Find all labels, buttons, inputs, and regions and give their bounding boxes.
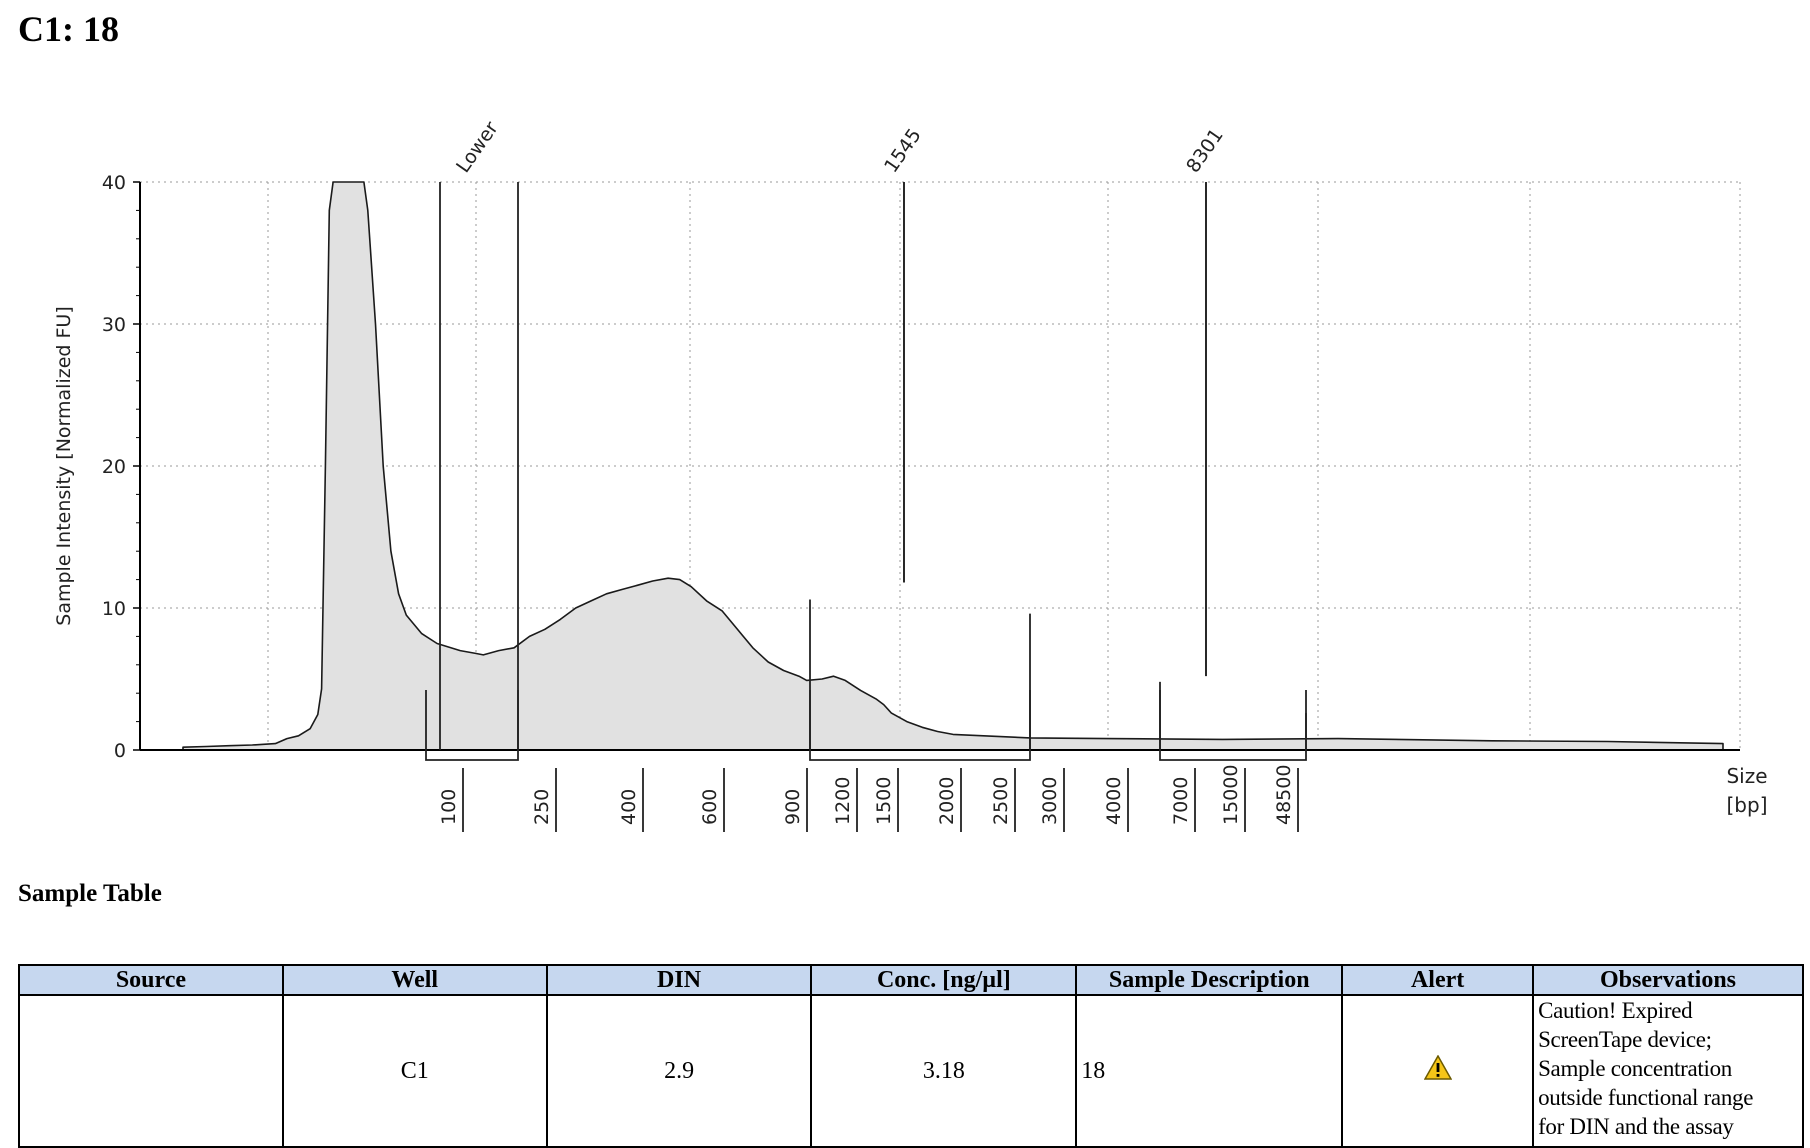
cell-alert [1341, 994, 1535, 1148]
header-alert: Alert [1341, 964, 1535, 996]
cell-conc: 3.18 [810, 994, 1078, 1148]
warning-icon [1423, 1054, 1452, 1080]
cell-din: 2.9 [545, 994, 813, 1148]
size-ladder-label: 100 [438, 789, 460, 825]
size-ladder-label: 4000 [1103, 777, 1125, 825]
observation-line: Caution! Expired [1538, 998, 1693, 1023]
peak-label: 8301 [1182, 125, 1228, 177]
observation-line: outside functional range [1538, 1085, 1754, 1110]
peak-label: Lower [452, 117, 503, 176]
size-ladder-label: 400 [618, 789, 640, 825]
sample-table-title: Sample Table [18, 880, 162, 907]
y-tick-label: 0 [114, 740, 126, 762]
size-ladder-label: 7000 [1170, 777, 1192, 825]
y-tick-label: 40 [102, 172, 126, 194]
size-ladder-label: 2500 [990, 777, 1012, 825]
electropherogram-chart: 0 10 20 30 40 Sample Intensity [Normalized FU… [53, 117, 1768, 832]
observation-line: for DIN and the assay [1538, 1114, 1734, 1139]
header-conc: Conc. [ng/µl] [810, 964, 1078, 996]
header-source: Source [18, 964, 284, 996]
page-title: C1: 18 [18, 9, 119, 49]
cell-well: C1 [281, 994, 548, 1148]
size-ladder-label: 1500 [873, 777, 895, 825]
sample-table: Source Well DIN Conc. [ng/µl] Sample Des… [18, 964, 1804, 1148]
x-axis-label: [bp] [1727, 793, 1768, 817]
header-well: Well [281, 964, 548, 996]
header-observations: Observations [1532, 964, 1804, 996]
observation-line: ScreenTape device; [1538, 1027, 1712, 1052]
header-din: DIN [545, 964, 813, 996]
observation-line: Sample concentration [1538, 1056, 1732, 1081]
size-ladder-label: 2000 [936, 777, 958, 825]
y-axis-label: Sample Intensity [Normalized FU] [53, 306, 75, 625]
cell-description: 18 [1075, 994, 1344, 1148]
table-header-row: Source Well DIN Conc. [ng/µl] Sample Des… [18, 964, 1804, 996]
size-ladder-label: 600 [699, 789, 721, 825]
cell-observations: Caution! Expired ScreenTape device; Samp… [1532, 994, 1804, 1148]
peak-label: 1545 [880, 125, 926, 177]
cell-source [18, 994, 284, 1148]
size-ladder-label: 48500 [1273, 765, 1295, 825]
size-ladder-label: 15000 [1220, 765, 1242, 825]
size-ladder-label: 900 [782, 789, 804, 825]
y-tick-label: 30 [102, 314, 126, 336]
x-axis-label: Size [1726, 764, 1767, 788]
electropherogram-trace [182, 181, 1724, 751]
header-description: Sample Description [1075, 964, 1344, 996]
y-tick-label: 20 [102, 456, 126, 478]
size-ladder-label: 3000 [1039, 777, 1061, 825]
size-ladder-label: 250 [531, 789, 553, 825]
y-tick-label: 10 [102, 598, 126, 620]
size-ladder-label: 1200 [832, 777, 854, 825]
table-row: C1 2.9 3.18 18 Caution! Expired ScreenTa… [18, 994, 1804, 1148]
